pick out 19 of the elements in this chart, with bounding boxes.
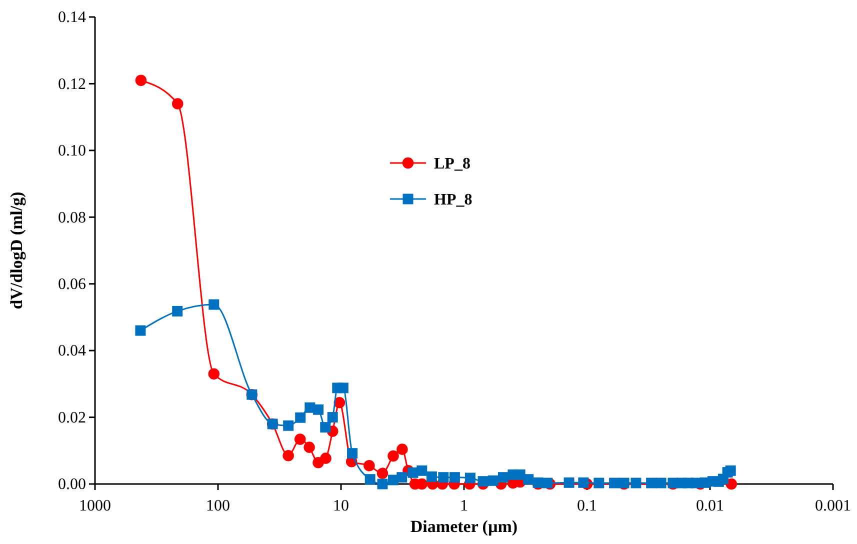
x-axis-title: Diameter (µm): [410, 517, 518, 536]
y-tick-label: 0.06: [58, 276, 86, 293]
y-tick-label: 0.00: [58, 476, 86, 494]
y-tick-label: 0.12: [58, 76, 86, 93]
x-tick-label: 1: [460, 498, 468, 515]
y-tick-label: 0.14: [58, 9, 86, 26]
legend-label: HP_8: [434, 192, 472, 209]
y-axis-title: dV/dlogD (ml/g): [7, 192, 26, 310]
y-tick-label: 0.10: [58, 142, 86, 160]
x-tick-label: 100: [206, 498, 230, 515]
x-tick-label: 0.001: [815, 498, 851, 515]
x-tick-label: 0.1: [577, 498, 597, 515]
x-tick-label: 10: [333, 498, 349, 515]
y-tick-label: 0.02: [58, 409, 86, 426]
y-tick-label: 0.04: [58, 342, 86, 360]
x-tick-label: 1000: [79, 498, 111, 515]
legend-label: LP_8: [434, 156, 470, 173]
x-tick-label: 0.01: [696, 498, 724, 515]
y-tick-label: 0.08: [58, 209, 86, 226]
